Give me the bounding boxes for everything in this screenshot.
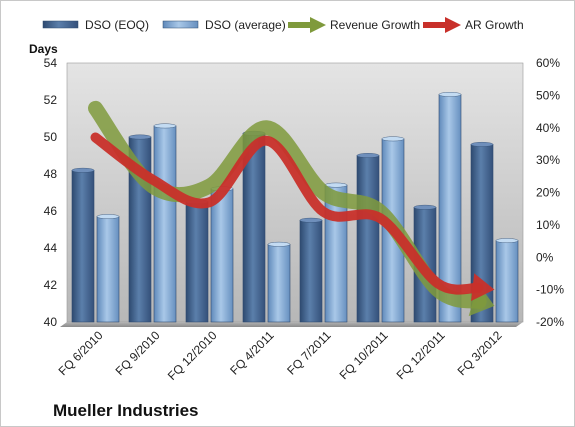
y-tick-label: 54 — [44, 56, 58, 70]
bar-dso-eoq-5 — [356, 155, 380, 323]
arrowhead-revenue-growth — [468, 283, 495, 317]
line-ar-growth — [90, 132, 484, 295]
legend-swatch-dso-eoq- — [42, 20, 79, 29]
bar-dso-average-0 — [96, 216, 120, 323]
bar-dso-average-1 — [153, 125, 177, 323]
bar-cap-dso-average-4 — [324, 182, 348, 188]
bar-dso-average-2 — [210, 188, 234, 323]
y2-tick-label: -20% — [536, 315, 564, 329]
bar-cap-dso-eoq-1 — [128, 134, 152, 140]
y2-tick-label: 60% — [536, 56, 560, 70]
y-tick-label: 44 — [44, 241, 58, 255]
x-axis-ticks: FQ 6/2010 FQ 9/2010 FQ 12/2010 FQ 4/2011 FQ … — [56, 328, 505, 383]
y2-tick-label: 40% — [536, 121, 560, 135]
legend-label-dso-average-: DSO (average) — [205, 18, 286, 32]
arrowhead-ar-growth — [471, 273, 495, 302]
y2-tick-label: -10% — [536, 283, 564, 297]
bar-cap-dso-eoq-4 — [299, 217, 323, 223]
x-tick-label: FQ 6/2010 — [56, 328, 106, 378]
legend-label-revenue-growth: Revenue Growth — [330, 18, 420, 32]
x-tick-label: FQ 10/2011 — [337, 328, 391, 382]
x-tick-label: FQ 3/2012 — [455, 328, 505, 378]
y-tick-label: 50 — [44, 130, 58, 144]
y2-tick-label: 20% — [536, 186, 560, 200]
x-tick-label: FQ 7/2011 — [284, 328, 334, 378]
growth-lines — [88, 100, 495, 317]
bar-cap-dso-average-7 — [495, 238, 519, 244]
left-axis-ticks: 40 42 44 46 48 50 52 54 — [44, 56, 58, 329]
right-axis-ticks: -20% -10% 0% 10% 20% 30% 40% 50% 60% — [536, 56, 564, 329]
legend: DSO (EOQ) DSO (average) Revenue Growth AR G… — [42, 17, 524, 33]
y2-tick-label: 0% — [536, 250, 554, 264]
bar-cap-dso-eoq-0 — [71, 167, 95, 173]
x-tick-label: FQ 4/2011 — [227, 328, 277, 378]
y-tick-label: 48 — [44, 167, 58, 181]
bar-dso-average-7 — [495, 240, 519, 323]
bar-cap-dso-average-1 — [153, 123, 177, 129]
y2-tick-label: 10% — [536, 218, 560, 232]
legend-label-ar-growth: AR Growth — [465, 18, 524, 32]
legend-arrow-ar-growth — [445, 17, 461, 33]
bar-dso-eoq-2 — [185, 201, 209, 323]
bar-cap-dso-eoq-6 — [413, 204, 437, 210]
x-tick-label: FQ 12/2011 — [394, 328, 448, 382]
x-tick-label: FQ 9/2010 — [113, 328, 163, 378]
bar-cap-dso-average-0 — [96, 214, 120, 219]
bar-dso-eoq-4 — [299, 219, 323, 323]
y-tick-label: 52 — [44, 93, 58, 107]
y-axis-title: Days — [29, 42, 58, 56]
bar-cap-dso-average-3 — [267, 241, 291, 247]
bar-cap-dso-eoq-7 — [470, 141, 494, 147]
bar-dso-eoq-0 — [71, 170, 95, 323]
company-title: Mueller Industries — [53, 401, 198, 420]
legend-label-dso-eoq-: DSO (EOQ) — [85, 18, 149, 32]
bar-dso-average-3 — [267, 244, 291, 323]
y-tick-label: 42 — [44, 278, 58, 292]
legend-arrow-revenue-growth — [310, 17, 326, 33]
bar-cap-dso-average-5 — [381, 136, 405, 142]
bar-cap-dso-average-6 — [438, 92, 462, 97]
y2-tick-label: 50% — [536, 88, 560, 102]
y2-tick-label: 30% — [536, 153, 560, 167]
legend-swatch-dso-average- — [162, 20, 199, 29]
y-tick-label: 46 — [44, 204, 58, 218]
plot-floor — [60, 322, 523, 327]
x-tick-label: FQ 12/2010 — [165, 328, 220, 383]
y-tick-label: 40 — [44, 315, 58, 329]
bar-cap-dso-eoq-5 — [356, 153, 380, 158]
